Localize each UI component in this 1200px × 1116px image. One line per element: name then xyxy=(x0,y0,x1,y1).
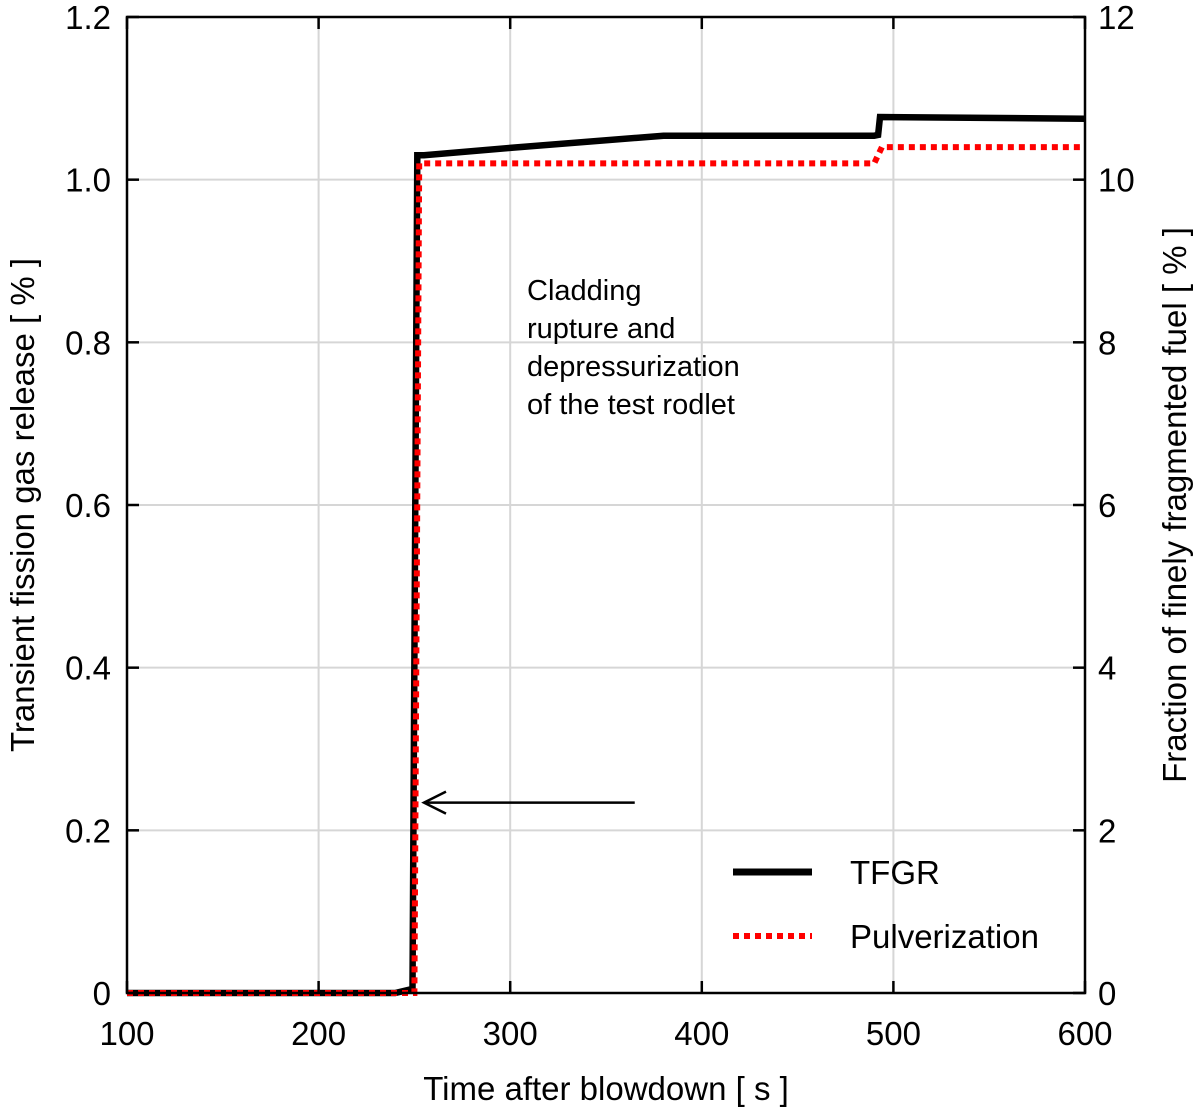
y-right-axis-title: Fraction of finely fragmented fuel [ % ] xyxy=(1156,227,1193,783)
y-right-tick-label: 10 xyxy=(1098,162,1135,199)
annotation-line-1: Cladding xyxy=(527,275,641,307)
y-left-tick-label: 0.4 xyxy=(65,650,111,687)
grid xyxy=(127,17,1085,993)
x-tick-label: 300 xyxy=(483,1015,538,1052)
tick-labels: 100 200 300 400 500 60000.20.40.60.81.01.2024… xyxy=(65,0,1135,1052)
series-line-pulverization xyxy=(127,144,1085,996)
y-left-tick-label: 0.8 xyxy=(65,324,111,361)
annotation-line-3: depressurization xyxy=(527,351,740,383)
legend: TFGR Pulverization xyxy=(733,854,1039,955)
x-tick-label: 400 xyxy=(674,1015,729,1052)
series-layer xyxy=(127,113,1086,997)
y-left-tick-label: 0 xyxy=(93,975,111,1012)
y-left-tick-label: 0.2 xyxy=(65,812,111,849)
legend-label-tfgr: TFGR xyxy=(850,854,940,891)
annotation: Cladding rupture and depressurization of… xyxy=(421,275,740,815)
y-right-tick-label: 4 xyxy=(1098,650,1116,687)
x-axis-title: Time after blowdown [ s ] xyxy=(423,1070,789,1107)
x-tick-label: 500 xyxy=(866,1015,921,1052)
x-tick-label: 100 xyxy=(99,1015,154,1052)
y-right-tick-label: 6 xyxy=(1098,487,1116,524)
y-right-tick-label: 0 xyxy=(1098,975,1116,1012)
annotation-line-2: rupture and xyxy=(527,313,675,345)
x-tick-label: 600 xyxy=(1057,1015,1112,1052)
y-right-tick-label: 8 xyxy=(1098,324,1116,361)
y-right-tick-label: 12 xyxy=(1098,0,1135,36)
y-left-tick-label: 1.2 xyxy=(65,0,111,36)
y-left-tick-label: 1.0 xyxy=(65,162,111,199)
annotation-arrow-head xyxy=(421,790,447,815)
y-left-axis-title: Transient fission gas release [ % ] xyxy=(4,258,41,752)
y-left-tick-label: 0.6 xyxy=(65,487,111,524)
legend-label-pulverization: Pulverization xyxy=(850,918,1039,955)
y-right-tick-label: 2 xyxy=(1098,812,1116,849)
annotation-line-4: of the test rodlet xyxy=(527,389,735,421)
x-tick-label: 200 xyxy=(291,1015,346,1052)
ticks xyxy=(125,15,1087,995)
series-line-tfgr xyxy=(127,113,1086,997)
